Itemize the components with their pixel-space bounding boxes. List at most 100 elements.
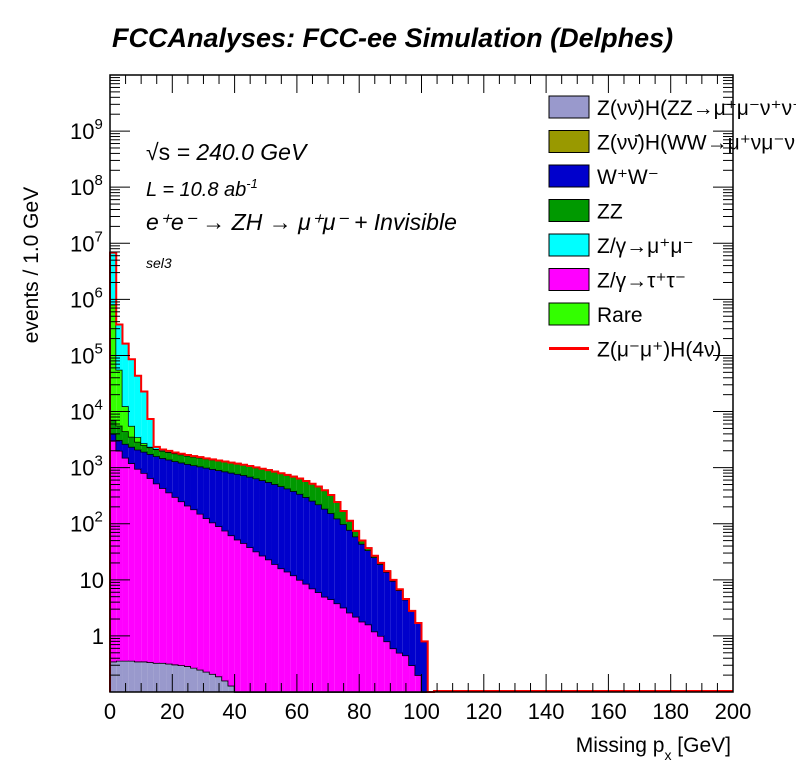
chart-title: FCCAnalyses: FCC-ee Simulation (Delphes) bbox=[112, 23, 673, 53]
bar bbox=[222, 530, 229, 681]
legend-label: W⁺W⁻ bbox=[597, 166, 659, 189]
bar bbox=[290, 491, 297, 576]
bar bbox=[184, 455, 191, 465]
bar bbox=[166, 459, 173, 493]
bar bbox=[190, 456, 198, 466]
bar bbox=[321, 596, 329, 692]
bar bbox=[153, 446, 160, 449]
process-label: e⁺e⁻ → ZH → μ⁺μ⁻ + Invisible bbox=[146, 209, 457, 235]
legend-swatch bbox=[548, 164, 590, 188]
bar bbox=[153, 483, 160, 663]
bar bbox=[209, 673, 216, 692]
bar bbox=[178, 665, 185, 692]
bar bbox=[184, 505, 191, 667]
bar bbox=[166, 492, 173, 664]
bar bbox=[284, 571, 291, 692]
sqrt-s-value: = 240.0 GeV bbox=[170, 139, 309, 165]
bar bbox=[303, 583, 310, 692]
y-tick-label: 105 bbox=[70, 340, 103, 368]
bar bbox=[259, 468, 266, 481]
bar bbox=[240, 543, 248, 692]
bar bbox=[128, 425, 135, 437]
bar bbox=[116, 660, 123, 692]
bar bbox=[147, 447, 154, 454]
bar bbox=[203, 467, 210, 519]
legend-label: Z(νν̄)H(ZZ→μ⁺μ⁻ν⁺ν⁻ bbox=[597, 97, 796, 120]
bar bbox=[247, 547, 254, 692]
bar bbox=[128, 463, 135, 661]
bar bbox=[359, 543, 366, 622]
bar bbox=[116, 440, 123, 451]
y-tick-label: 10 bbox=[80, 568, 104, 593]
bar bbox=[190, 465, 198, 510]
x-tick-label: 180 bbox=[652, 699, 689, 724]
bar bbox=[328, 599, 335, 692]
x-tick-label: 140 bbox=[528, 699, 565, 724]
bar bbox=[296, 478, 304, 494]
legend-swatch bbox=[548, 199, 590, 222]
bar bbox=[116, 324, 123, 370]
bar bbox=[309, 500, 316, 589]
bar bbox=[147, 419, 154, 447]
legend: Z(νν̄)H(ZZ→μ⁺μ⁻ν⁺ν⁻ Z(νν̄)H(WW→μ⁺νμ⁻ν W⁺W⁻… bbox=[548, 95, 796, 362]
bar bbox=[153, 449, 160, 457]
bar bbox=[271, 484, 279, 565]
bar bbox=[166, 663, 173, 692]
series-3 bbox=[109, 433, 434, 693]
bar bbox=[384, 641, 391, 692]
y-tick-label: 109 bbox=[70, 116, 103, 144]
bar bbox=[371, 557, 378, 632]
bar bbox=[172, 496, 179, 665]
bar bbox=[141, 391, 148, 444]
legend-label: Z(νν̄)H(WW→μ⁺νμ⁻ν bbox=[597, 132, 795, 155]
bar bbox=[234, 463, 241, 474]
luminosity-value: L = 10.8 ab bbox=[146, 179, 246, 201]
bar bbox=[359, 621, 366, 692]
series-outline bbox=[109, 440, 434, 693]
y-tick-label: 106 bbox=[70, 284, 103, 312]
bar bbox=[284, 474, 291, 489]
y-axis-label: events / 1.0 GeV bbox=[20, 187, 43, 343]
bar bbox=[141, 451, 148, 474]
legend-swatch bbox=[548, 95, 590, 119]
bar bbox=[278, 473, 285, 487]
bar bbox=[290, 476, 297, 492]
bar bbox=[128, 660, 135, 692]
bar bbox=[184, 464, 191, 506]
legend-swatch bbox=[548, 233, 590, 257]
bar bbox=[166, 451, 173, 460]
axis-labels: Missing px [GeV] events / 1.0 GeV bbox=[20, 187, 731, 763]
legend-swatch bbox=[548, 130, 590, 153]
x-tick-label: 200 bbox=[715, 699, 752, 724]
bar bbox=[110, 304, 117, 421]
bar bbox=[346, 612, 353, 692]
x-tick-label: 40 bbox=[222, 699, 246, 724]
bar bbox=[203, 458, 210, 468]
legend-label: Z(μ⁻μ⁺)H(4ν) bbox=[597, 339, 722, 362]
bar bbox=[328, 513, 335, 600]
bar bbox=[197, 466, 204, 514]
bar bbox=[215, 526, 223, 677]
bar bbox=[153, 456, 160, 484]
bar bbox=[147, 453, 154, 479]
bar bbox=[147, 662, 154, 692]
x-tick-label: 160 bbox=[590, 699, 627, 724]
bar bbox=[134, 449, 142, 469]
bar bbox=[296, 493, 304, 580]
bar bbox=[172, 664, 179, 692]
bar bbox=[365, 624, 372, 692]
bar bbox=[259, 555, 266, 692]
bar bbox=[253, 467, 260, 479]
bar bbox=[278, 486, 285, 569]
y-tick-label: 104 bbox=[70, 397, 103, 425]
bar bbox=[215, 470, 223, 527]
bar bbox=[209, 469, 216, 523]
bar bbox=[340, 511, 347, 525]
bar bbox=[265, 482, 272, 560]
legend-label: ZZ bbox=[597, 201, 623, 224]
legend-entry: Z/γ→μ⁺μ⁻ bbox=[548, 233, 694, 258]
bar bbox=[197, 457, 204, 467]
bar bbox=[315, 486, 322, 505]
bar bbox=[122, 406, 129, 432]
